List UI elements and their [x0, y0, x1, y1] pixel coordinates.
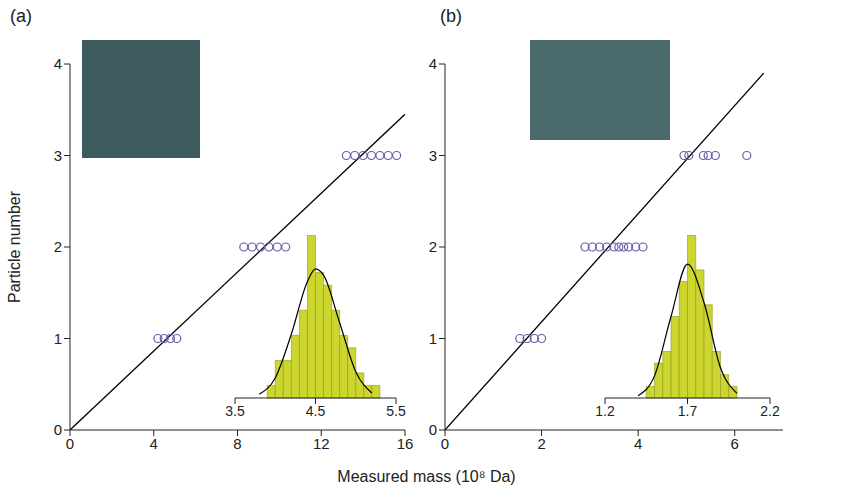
svg-text:3.5: 3.5: [225, 403, 245, 419]
svg-text:0: 0: [66, 435, 74, 452]
html-text:Measured mass (10⁸ Da): Measured mass (10⁸ Da): [337, 468, 516, 485]
svg-text:1.2: 1.2: [595, 403, 615, 419]
svg-text:2: 2: [54, 238, 62, 255]
svg-text:4: 4: [634, 435, 642, 452]
svg-text:0: 0: [54, 421, 62, 438]
html-text:(b): (b): [440, 6, 462, 26]
svg-text:8: 8: [233, 435, 241, 452]
svg-text:4: 4: [429, 55, 437, 72]
svg-text:1.7: 1.7: [678, 403, 698, 419]
svg-text:4.5: 4.5: [306, 403, 326, 419]
svg-text:5.5: 5.5: [386, 403, 406, 419]
svg-text:Particle number: Particle number: [6, 190, 23, 303]
svg-text:4: 4: [150, 435, 158, 452]
svg-text:2.2: 2.2: [760, 403, 780, 419]
html-text:(a): (a): [10, 6, 32, 26]
svg-text:0: 0: [441, 435, 449, 452]
svg-text:3: 3: [429, 147, 437, 164]
svg-text:6: 6: [731, 435, 739, 452]
svg-text:0: 0: [429, 421, 437, 438]
svg-text:12: 12: [313, 435, 330, 452]
svg-text:1: 1: [429, 330, 437, 347]
svg-text:2: 2: [429, 238, 437, 255]
svg-text:3: 3: [54, 147, 62, 164]
svg-text:1: 1: [54, 330, 62, 347]
svg-text:16: 16: [397, 435, 414, 452]
svg-text:4: 4: [54, 55, 62, 72]
svg-text:2: 2: [537, 435, 545, 452]
